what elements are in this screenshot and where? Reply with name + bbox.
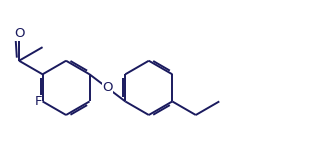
Text: O: O <box>102 81 113 94</box>
Text: F: F <box>34 95 42 108</box>
Text: O: O <box>14 27 24 40</box>
